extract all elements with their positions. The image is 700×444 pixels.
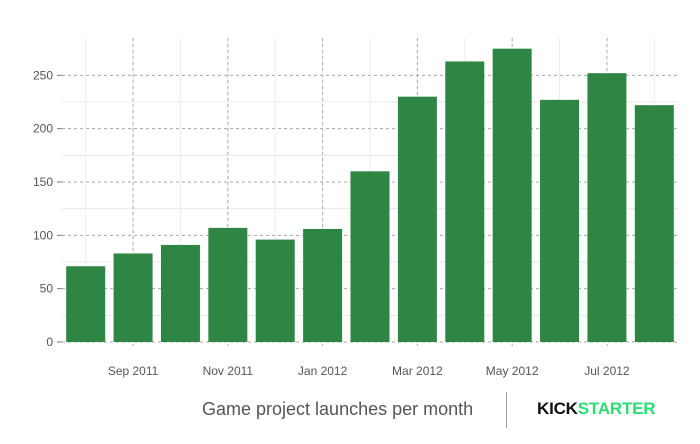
bar bbox=[66, 266, 106, 342]
bar bbox=[587, 73, 627, 342]
bar bbox=[303, 228, 343, 342]
y-tick-label: 100 bbox=[33, 228, 53, 242]
y-tick-label: 50 bbox=[40, 282, 54, 296]
bar-layer bbox=[66, 48, 674, 343]
x-tick-label: May 2012 bbox=[486, 364, 539, 378]
bar bbox=[208, 227, 248, 342]
y-tick-label: 150 bbox=[33, 175, 53, 189]
x-tick-label: Jul 2012 bbox=[584, 364, 630, 378]
x-tick-label: Mar 2012 bbox=[392, 364, 443, 378]
y-tick-label: 0 bbox=[46, 335, 53, 349]
caption-bar: Game project launches per month KICKSTAR… bbox=[0, 380, 700, 440]
axis-layer: 0 50 100 150 200 250 Sep 2011 Nov 2011 Jan 2012 M… bbox=[33, 68, 630, 378]
bar bbox=[445, 61, 485, 342]
caption-divider bbox=[506, 392, 507, 428]
x-tick-label: Jan 2012 bbox=[298, 364, 348, 378]
bar bbox=[397, 96, 437, 343]
logo-text-kick: KICK bbox=[537, 399, 578, 418]
chart-caption: Game project launches per month bbox=[202, 399, 474, 419]
y-tick-label: 200 bbox=[33, 122, 53, 136]
bar bbox=[113, 253, 153, 342]
kickstarter-logo: KICKSTARTER bbox=[537, 399, 656, 419]
bar bbox=[350, 171, 390, 342]
x-tick-label: Sep 2011 bbox=[108, 364, 159, 378]
x-tick-label: Nov 2011 bbox=[203, 364, 254, 378]
bar bbox=[255, 239, 295, 342]
bar bbox=[492, 48, 532, 343]
bar bbox=[160, 244, 200, 342]
bar-chart: 0 50 100 150 200 250 Sep 2011 Nov 2011 Jan 2012 M… bbox=[33, 38, 678, 378]
logo-text-starter: STARTER bbox=[577, 399, 656, 418]
bar bbox=[540, 99, 580, 342]
y-tick-label: 250 bbox=[33, 68, 53, 82]
bar bbox=[634, 105, 674, 342]
